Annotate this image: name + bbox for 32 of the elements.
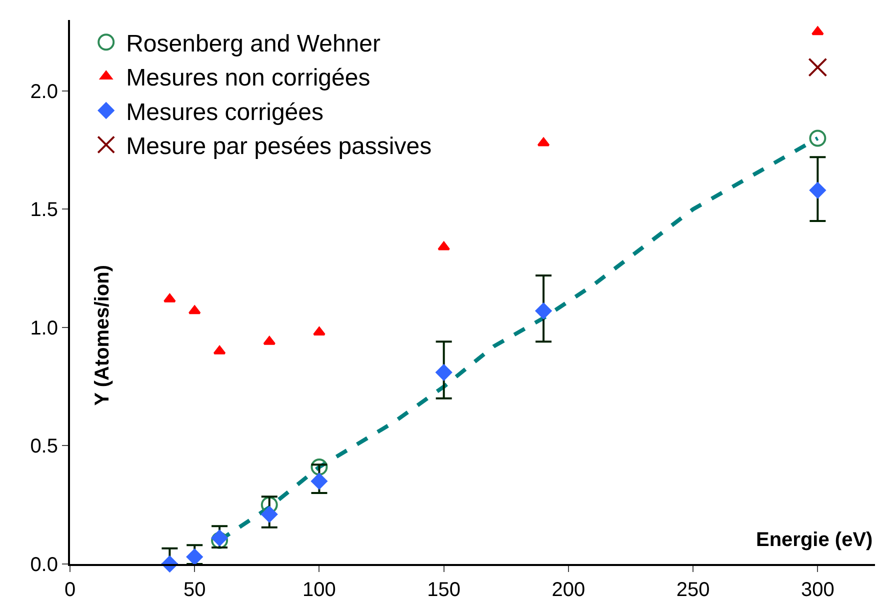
x-tick-label: 150 bbox=[427, 579, 461, 601]
x-axis-title: Energie (eV) bbox=[756, 529, 873, 551]
legend-label: Mesures corrigées bbox=[126, 98, 324, 126]
x-tick-label: 0 bbox=[64, 579, 76, 601]
point bbox=[809, 130, 826, 147]
y-tick-label: 1.5 bbox=[30, 199, 58, 222]
y-tick-label: 0.0 bbox=[30, 554, 58, 576]
point bbox=[810, 182, 826, 198]
point bbox=[310, 458, 328, 476]
legend-label: Mesure par pesées passives bbox=[126, 133, 432, 160]
point bbox=[260, 496, 278, 514]
x-tick-label: 250 bbox=[676, 579, 710, 601]
point bbox=[311, 473, 328, 490]
y-tick-label: 2.0 bbox=[30, 80, 58, 103]
x-tick-label: 200 bbox=[552, 579, 586, 601]
y-axis-title: Y (Atomes/ion) bbox=[92, 264, 114, 406]
point bbox=[808, 58, 828, 77]
point bbox=[436, 364, 452, 381]
y-tick-label: 1.0 bbox=[30, 317, 58, 340]
x-tick-label: 50 bbox=[183, 579, 206, 601]
point bbox=[537, 137, 550, 146]
point bbox=[261, 506, 278, 522]
y-tick-label: 0.5 bbox=[30, 436, 58, 458]
legend-label: Mesures non corrigées bbox=[126, 64, 370, 92]
x-tick-label: 300 bbox=[800, 579, 834, 601]
x-tick-label: 100 bbox=[302, 579, 336, 601]
legend-label: Rosenberg and Wehner bbox=[126, 30, 380, 58]
point bbox=[313, 326, 326, 336]
point bbox=[535, 302, 552, 320]
point bbox=[186, 548, 203, 566]
point bbox=[811, 26, 824, 36]
point bbox=[188, 305, 201, 314]
